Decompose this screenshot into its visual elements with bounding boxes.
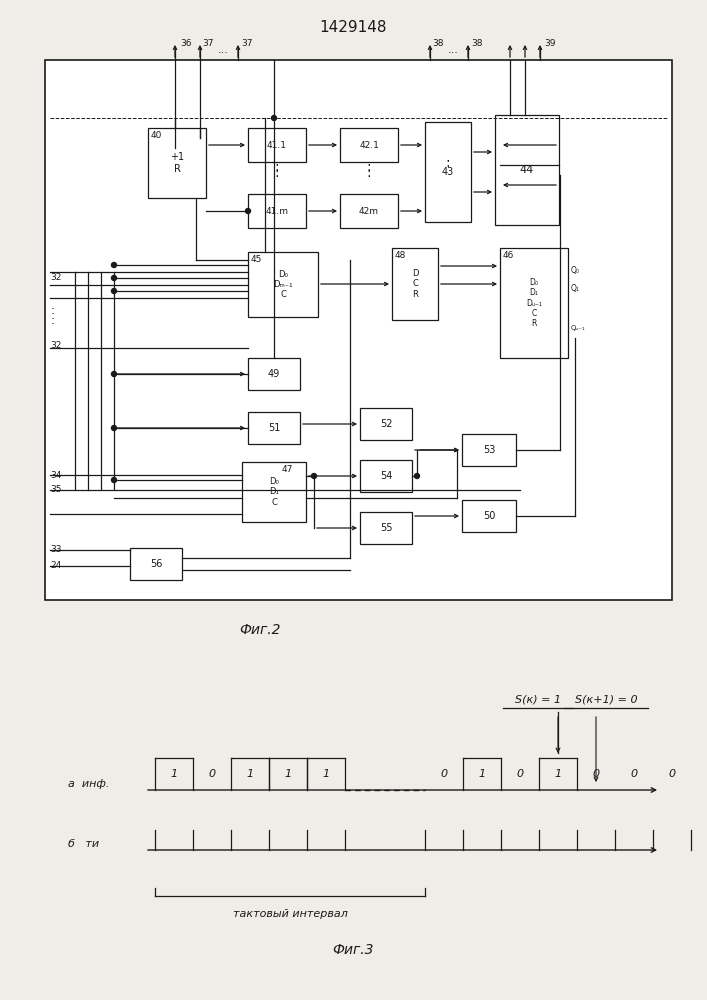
Text: 40: 40: [151, 131, 163, 140]
Bar: [148, 128, 206, 198]
Text: D
C
R: D C R: [411, 269, 419, 299]
Bar: [495, 115, 559, 225]
Bar: [392, 248, 438, 320]
Bar: [130, 548, 182, 580]
Text: 24: 24: [50, 562, 62, 570]
Text: 0: 0: [668, 769, 676, 779]
Text: 55: 55: [380, 523, 392, 533]
Text: 44: 44: [520, 165, 534, 175]
Text: 1429148: 1429148: [320, 20, 387, 35]
Circle shape: [112, 426, 117, 430]
Text: +1
R: +1 R: [170, 152, 184, 174]
Text: 35: 35: [50, 486, 62, 494]
Circle shape: [414, 474, 419, 479]
Bar: [462, 434, 516, 466]
Text: 0: 0: [592, 769, 600, 779]
Text: Qᵤ₋₁: Qᵤ₋₁: [571, 325, 586, 331]
Text: 42.1: 42.1: [359, 140, 379, 149]
Text: Фиг.3: Фиг.3: [332, 943, 374, 957]
Circle shape: [112, 275, 117, 280]
Text: 0: 0: [516, 769, 524, 779]
Text: Фиг.2: Фиг.2: [239, 623, 281, 637]
Text: :: :: [50, 304, 54, 316]
Text: D₀
D₁
Dᵤ₋₁
C
R: D₀ D₁ Dᵤ₋₁ C R: [526, 278, 542, 328]
Text: 42m: 42m: [359, 207, 379, 216]
Text: 1: 1: [284, 769, 291, 779]
Text: 47: 47: [282, 466, 293, 475]
Text: тактовый интервал: тактовый интервал: [233, 909, 347, 919]
Circle shape: [312, 474, 317, 479]
Text: 39: 39: [544, 39, 556, 48]
Text: 56: 56: [150, 559, 162, 569]
Text: 32: 32: [50, 340, 62, 350]
Bar: [360, 460, 412, 492]
Text: 37: 37: [241, 39, 252, 48]
Bar: [248, 128, 306, 162]
Text: Q₀: Q₀: [571, 265, 580, 274]
Text: S(к) = 1: S(к) = 1: [515, 695, 561, 705]
Text: :: :: [275, 166, 279, 180]
Text: 1: 1: [247, 769, 254, 779]
Circle shape: [245, 209, 250, 214]
Text: 41.m: 41.m: [266, 207, 288, 216]
Text: :: :: [367, 166, 371, 180]
Text: 41.1: 41.1: [267, 140, 287, 149]
Bar: [248, 358, 300, 390]
Bar: [360, 512, 412, 544]
Text: 36: 36: [180, 39, 192, 48]
Text: 1: 1: [322, 769, 329, 779]
Circle shape: [112, 262, 117, 267]
Text: 54: 54: [380, 471, 392, 481]
Text: 37: 37: [202, 39, 214, 48]
Text: 38: 38: [432, 39, 443, 48]
Text: 51: 51: [268, 423, 280, 433]
Circle shape: [112, 371, 117, 376]
Bar: [340, 128, 398, 162]
Text: 52: 52: [380, 419, 392, 429]
Text: 1: 1: [170, 769, 177, 779]
Circle shape: [112, 478, 117, 483]
Text: 43: 43: [442, 167, 454, 177]
Text: 38: 38: [471, 39, 482, 48]
Bar: [242, 462, 306, 522]
Text: 53: 53: [483, 445, 495, 455]
Bar: [248, 252, 318, 317]
Text: Q₁: Q₁: [571, 284, 580, 292]
Text: 32: 32: [50, 273, 62, 282]
Text: 0: 0: [631, 769, 638, 779]
Text: S(к+1) = 0: S(к+1) = 0: [575, 695, 637, 705]
Text: ...: ...: [218, 45, 229, 55]
Text: а  инф.: а инф.: [68, 779, 110, 789]
Text: ...: ...: [448, 45, 459, 55]
Text: :: :: [445, 156, 450, 170]
Circle shape: [271, 115, 276, 120]
Text: 49: 49: [268, 369, 280, 379]
Bar: [248, 194, 306, 228]
Bar: [462, 500, 516, 532]
Bar: [45, 60, 672, 600]
Text: :: :: [275, 160, 279, 174]
Text: 1: 1: [554, 769, 561, 779]
Text: :: :: [367, 160, 371, 174]
Text: 33: 33: [50, 546, 62, 554]
Text: 0: 0: [209, 769, 216, 779]
Text: 0: 0: [440, 769, 448, 779]
Text: б   ти: б ти: [68, 839, 99, 849]
Text: 1: 1: [479, 769, 486, 779]
Bar: [340, 194, 398, 228]
Bar: [500, 248, 568, 358]
Text: D₀
D₁
C: D₀ D₁ C: [269, 477, 279, 507]
Circle shape: [112, 288, 117, 294]
Text: 50: 50: [483, 511, 495, 521]
Bar: [425, 122, 471, 222]
Text: 34: 34: [50, 471, 62, 480]
Text: 46: 46: [503, 251, 515, 260]
Bar: [248, 412, 300, 444]
Text: :: :: [50, 314, 54, 326]
Text: 48: 48: [395, 251, 407, 260]
Bar: [360, 408, 412, 440]
Text: 45: 45: [251, 255, 262, 264]
Text: D₀
Dₘ₋₁
C: D₀ Dₘ₋₁ C: [273, 270, 293, 299]
